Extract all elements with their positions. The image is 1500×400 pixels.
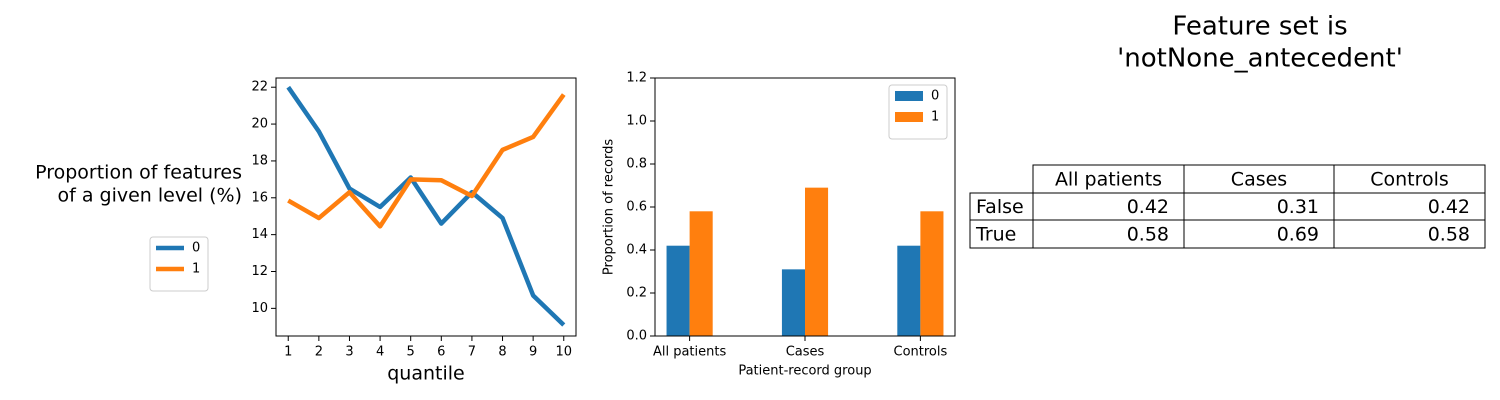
x-tick-label: 6 bbox=[437, 345, 445, 360]
table-value: 0.69 bbox=[1277, 224, 1319, 246]
x-tick-label: 1 bbox=[284, 345, 292, 360]
x-tick-label: 2 bbox=[315, 345, 323, 360]
axes-frame bbox=[654, 77, 956, 337]
row-header: False bbox=[976, 196, 1024, 218]
table-value: 0.58 bbox=[1127, 224, 1169, 246]
bar bbox=[805, 187, 829, 336]
x-tick-label: 7 bbox=[468, 345, 476, 360]
bar bbox=[920, 211, 944, 336]
table-title: 'notNone_antecedent' bbox=[1117, 44, 1403, 74]
x-axis-label: quantile bbox=[387, 363, 464, 385]
table-value: 0.58 bbox=[1428, 224, 1470, 246]
x-axis-label: Patient-record group bbox=[738, 364, 871, 379]
table-cell bbox=[1333, 192, 1486, 221]
y-tick-label: 20 bbox=[251, 117, 268, 132]
column-header: Cases bbox=[1231, 169, 1287, 191]
bar bbox=[897, 245, 921, 336]
bar bbox=[666, 245, 690, 336]
x-tick-label: Cases bbox=[786, 345, 825, 360]
legend-label: 1 bbox=[931, 110, 939, 125]
y-tick-label: 0.4 bbox=[626, 243, 647, 258]
series-line bbox=[287, 93, 566, 229]
y-axis-label: Proportion of features bbox=[35, 162, 242, 184]
y-tick-label: 1.2 bbox=[626, 71, 647, 86]
x-tick-label: 5 bbox=[407, 345, 415, 360]
table-cell bbox=[1333, 219, 1486, 249]
legend-label: 1 bbox=[192, 262, 200, 277]
y-tick-label: 10 bbox=[251, 301, 268, 316]
legend-box bbox=[149, 236, 209, 292]
legend-label: 0 bbox=[931, 89, 939, 104]
y-tick-label: 0.8 bbox=[626, 157, 647, 172]
x-tick-label: 8 bbox=[498, 345, 506, 360]
legend-swatch bbox=[895, 112, 923, 122]
y-tick-label: 14 bbox=[251, 227, 268, 242]
legend-label: 0 bbox=[192, 241, 200, 256]
y-tick-label: 1.0 bbox=[626, 114, 647, 129]
row-header: True bbox=[975, 224, 1016, 246]
table-cell bbox=[1183, 219, 1335, 249]
table-cell bbox=[1333, 164, 1486, 194]
table-title: Feature set is bbox=[1172, 12, 1347, 42]
y-axis-label: Proportion of records bbox=[602, 139, 617, 275]
table-value: 0.42 bbox=[1428, 196, 1470, 218]
x-tick-label: Controls bbox=[894, 345, 948, 360]
y-tick-label: 0.6 bbox=[626, 200, 647, 215]
table-cell bbox=[1183, 192, 1335, 221]
column-header: Controls bbox=[1370, 169, 1449, 191]
y-tick-label: 0.2 bbox=[626, 286, 647, 301]
x-tick-label: 10 bbox=[555, 345, 572, 360]
y-axis-label: of a given level (%) bbox=[58, 185, 243, 207]
column-header: All patients bbox=[1055, 169, 1162, 191]
bar bbox=[781, 269, 805, 336]
x-tick-label: 9 bbox=[529, 345, 537, 360]
y-tick-label: 18 bbox=[251, 153, 268, 168]
table-cell bbox=[969, 219, 1034, 249]
table-value: 0.42 bbox=[1127, 196, 1169, 218]
series-line bbox=[286, 85, 566, 327]
y-tick-label: 0.0 bbox=[626, 329, 647, 344]
bar bbox=[689, 211, 713, 336]
table-cell bbox=[1032, 219, 1185, 249]
x-tick-label: 4 bbox=[376, 345, 384, 360]
y-tick-label: 16 bbox=[251, 190, 268, 205]
y-tick-label: 12 bbox=[251, 264, 268, 279]
table-value: 0.31 bbox=[1277, 196, 1319, 218]
x-tick-label: All patients bbox=[653, 345, 727, 360]
x-tick-label: 3 bbox=[345, 345, 353, 360]
y-tick-label: 22 bbox=[251, 80, 268, 95]
legend-swatch bbox=[895, 91, 923, 101]
axes-frame bbox=[275, 77, 577, 337]
